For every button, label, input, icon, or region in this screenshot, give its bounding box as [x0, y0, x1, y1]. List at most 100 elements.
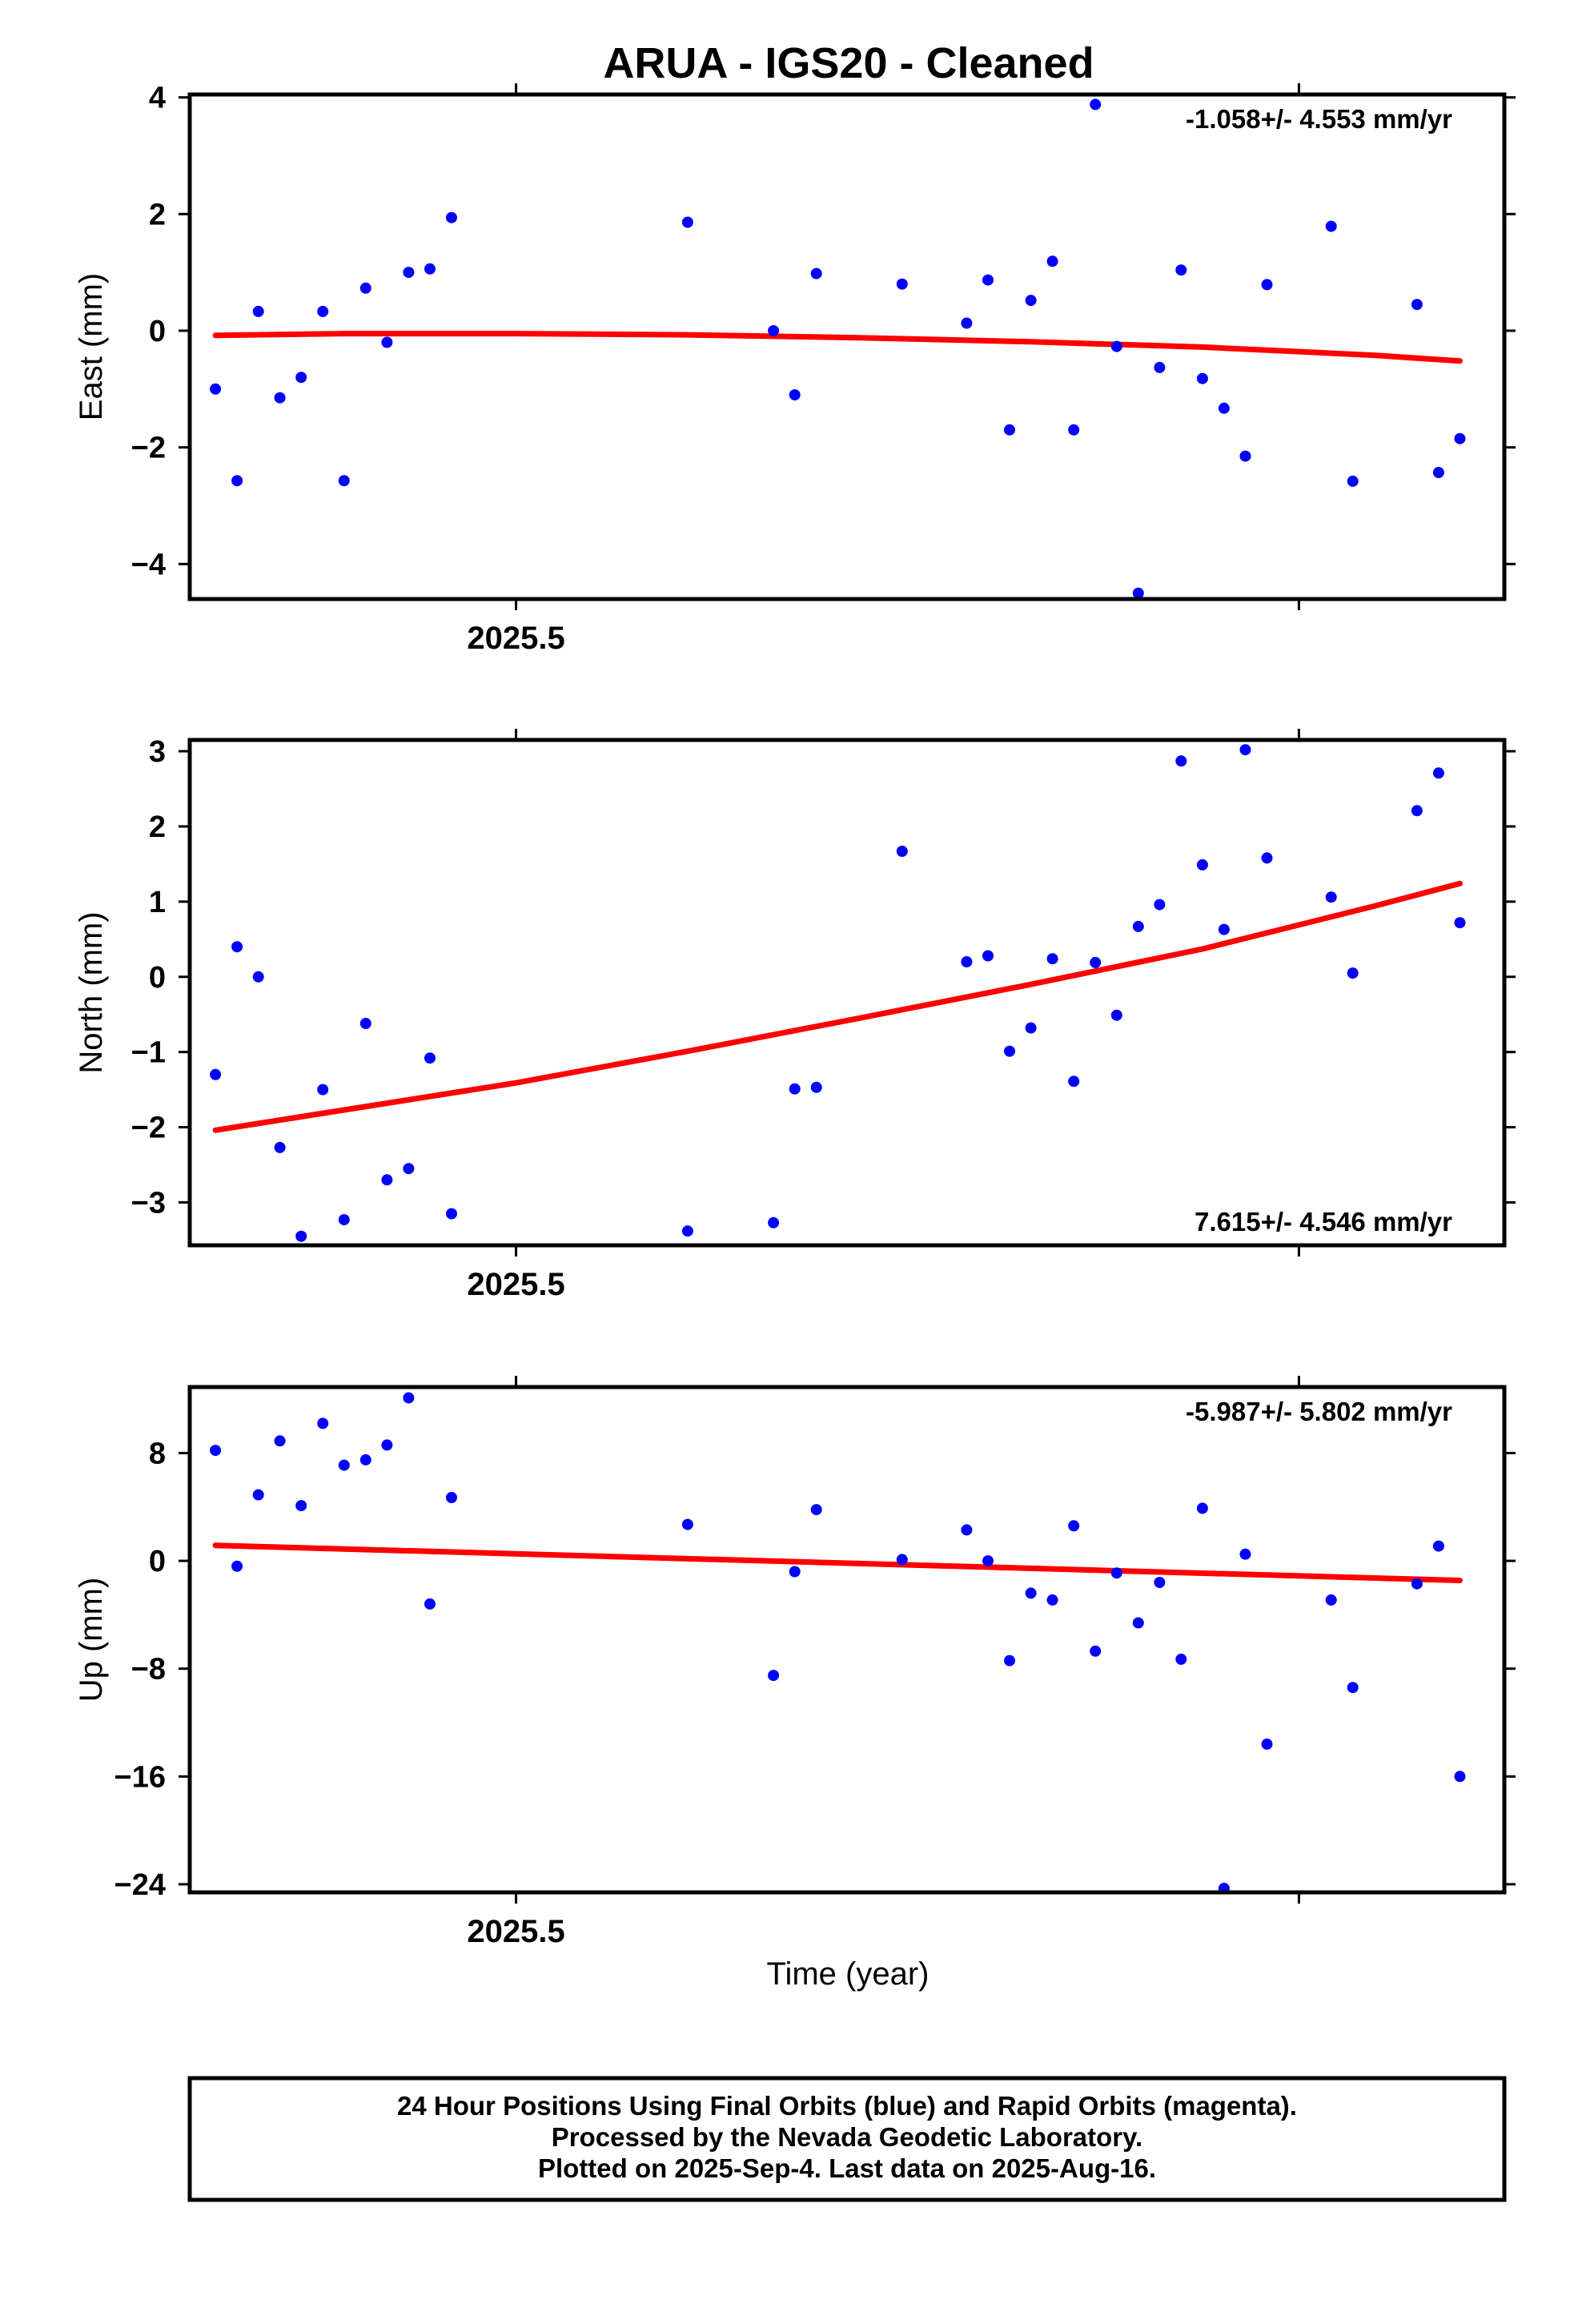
- up-ytick-label: 0: [149, 1545, 166, 1578]
- up-data-point: [231, 1560, 243, 1572]
- north-data-point: [1004, 1045, 1015, 1057]
- east-data-point: [359, 282, 371, 294]
- east-data-point: [446, 211, 457, 223]
- up-data-layer: [210, 1392, 1466, 1892]
- east-ytick-label: 4: [149, 82, 166, 115]
- up-data-point: [1432, 1540, 1444, 1552]
- east-data-point: [1218, 402, 1230, 414]
- north-data-point: [1218, 923, 1230, 935]
- up-data-point: [403, 1392, 415, 1404]
- up-data-point: [381, 1439, 393, 1451]
- east-data-point: [317, 305, 329, 317]
- up-data-point: [1218, 1883, 1230, 1892]
- north-data-point: [317, 1084, 329, 1096]
- east-ytick-label: −4: [131, 548, 166, 581]
- caption-line-1: 24 Hour Positions Using Final Orbits (bl…: [397, 2091, 1297, 2121]
- north-data-point: [1090, 956, 1102, 968]
- north-data-point: [295, 1230, 307, 1242]
- east-data-point: [1046, 255, 1058, 267]
- up-data-point: [982, 1555, 994, 1567]
- east-data-point: [274, 392, 286, 404]
- east-data-point: [896, 278, 908, 290]
- chart-title: ARUA - IGS20 - Cleaned: [603, 39, 1094, 87]
- up-data-point: [317, 1417, 329, 1429]
- up-data-point: [1175, 1653, 1187, 1665]
- east-data-point: [810, 267, 822, 279]
- north-data-point: [403, 1163, 415, 1175]
- up-data-point: [252, 1489, 264, 1501]
- north-ytick-label: 3: [149, 735, 166, 769]
- north-data-point: [231, 941, 243, 953]
- x-axis-label: Time (year): [767, 1956, 930, 1992]
- east-ytick-label: 2: [149, 198, 166, 231]
- caption-line-2: Processed by the Nevada Geodetic Laborat…: [552, 2122, 1142, 2152]
- east-data-point: [1090, 99, 1102, 111]
- north-data-layer: [210, 744, 1466, 1242]
- up-data-point: [446, 1492, 457, 1503]
- north-data-point: [810, 1081, 822, 1093]
- up-data-point: [424, 1598, 436, 1610]
- up-data-point: [961, 1524, 973, 1536]
- north-rate-label: 7.615+/- 4.546 mm/yr: [1195, 1207, 1452, 1236]
- up-plot-frame: [187, 1385, 1507, 1895]
- north-data-point: [789, 1083, 801, 1095]
- up-data-point: [338, 1459, 350, 1471]
- up-ytick-label: 8: [149, 1437, 166, 1470]
- east-data-point: [1411, 299, 1423, 311]
- north-ytick-label: −3: [131, 1186, 166, 1220]
- east-data-point: [381, 336, 393, 348]
- up-data-point: [359, 1454, 371, 1466]
- east-data-point: [403, 267, 415, 279]
- north-ytick-label: 2: [149, 810, 166, 844]
- north-data-point: [446, 1208, 457, 1220]
- north-data-point: [768, 1216, 780, 1228]
- north-xtick-label: 2025.5: [467, 1267, 564, 1302]
- north-data-point: [274, 1141, 286, 1153]
- north-data-point: [1347, 967, 1359, 979]
- east-data-point: [1110, 340, 1122, 352]
- north-panel: 3 2 1 0 −1 −2 −3 2025.5 North (mm) 7.615+/- 4.546…: [74, 729, 1516, 1302]
- east-data-point: [231, 475, 243, 487]
- north-data-point: [1411, 805, 1423, 817]
- east-data-point: [1025, 295, 1037, 307]
- east-xtick-label: 2025.5: [467, 621, 564, 656]
- east-data-point: [1261, 279, 1273, 291]
- north-data-point: [961, 956, 973, 967]
- north-data-point: [1239, 744, 1251, 756]
- up-data-point: [1325, 1594, 1337, 1606]
- east-data-point: [1325, 220, 1337, 232]
- up-data-point: [295, 1500, 307, 1512]
- east-data-point: [681, 216, 693, 228]
- east-ytick-label: −2: [131, 432, 166, 465]
- north-ytick-label: 0: [149, 961, 166, 995]
- east-data-point: [252, 305, 264, 317]
- east-data-layer: [210, 99, 1466, 599]
- north-data-point: [424, 1052, 436, 1064]
- east-data-point: [338, 475, 350, 487]
- north-data-point: [210, 1068, 222, 1080]
- up-data-point: [1411, 1578, 1423, 1590]
- north-data-point: [681, 1225, 693, 1237]
- east-data-point: [1175, 264, 1187, 276]
- north-data-point: [1132, 920, 1144, 932]
- up-data-point: [1196, 1502, 1208, 1514]
- north-data-point: [1025, 1022, 1037, 1034]
- north-data-point: [252, 971, 264, 983]
- up-ytick-label: −16: [114, 1760, 166, 1794]
- up-trend-line: [212, 1542, 1463, 1583]
- up-data-point: [274, 1435, 286, 1447]
- east-data-point: [961, 317, 973, 329]
- up-data-point: [1004, 1655, 1015, 1667]
- up-rate-label: -5.987+/- 5.802 mm/yr: [1186, 1397, 1452, 1426]
- north-data-point: [1046, 953, 1058, 965]
- up-data-point: [1110, 1567, 1122, 1579]
- north-data-point: [982, 950, 994, 962]
- east-data-point: [1432, 467, 1444, 478]
- east-data-point: [1239, 450, 1251, 462]
- north-data-point: [1175, 755, 1187, 767]
- north-data-point: [1154, 899, 1166, 911]
- up-data-point: [1239, 1548, 1251, 1560]
- caption-box: [187, 2076, 1507, 2202]
- east-ylabel: East (mm): [74, 273, 109, 420]
